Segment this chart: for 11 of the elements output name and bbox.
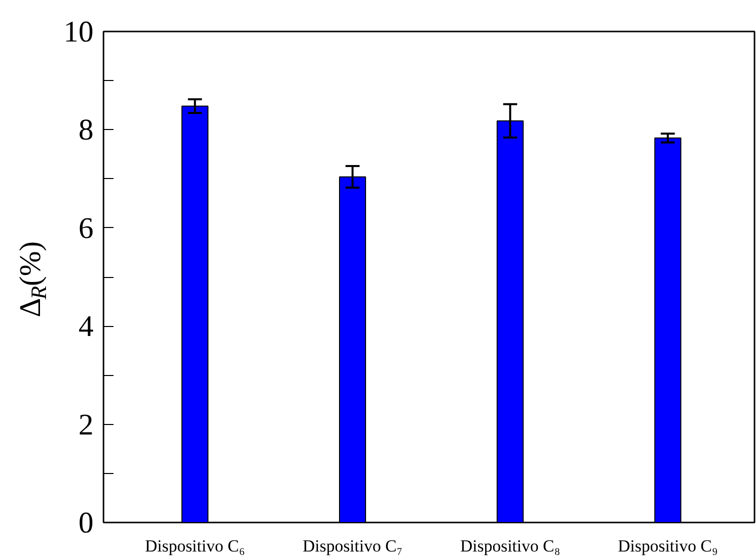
y-tick-label: 4 [78, 310, 94, 344]
y-tick-label: 2 [78, 408, 94, 442]
x-tick-label: Dispositivo C₆ [144, 536, 245, 556]
y-tick-label: 8 [78, 114, 94, 147]
x-tick-label: Dispositivo C₇ [302, 536, 403, 556]
x-tick-label: Dispositivo C₉ [618, 536, 718, 556]
y-tick-label: 10 [64, 16, 94, 48]
y-axis-title: ΔR(%) [14, 241, 51, 318]
x-tick-label: Dispositivo C₈ [460, 536, 560, 556]
y-tick-label: 6 [78, 212, 94, 245]
y-tick-label: 0 [78, 506, 94, 540]
